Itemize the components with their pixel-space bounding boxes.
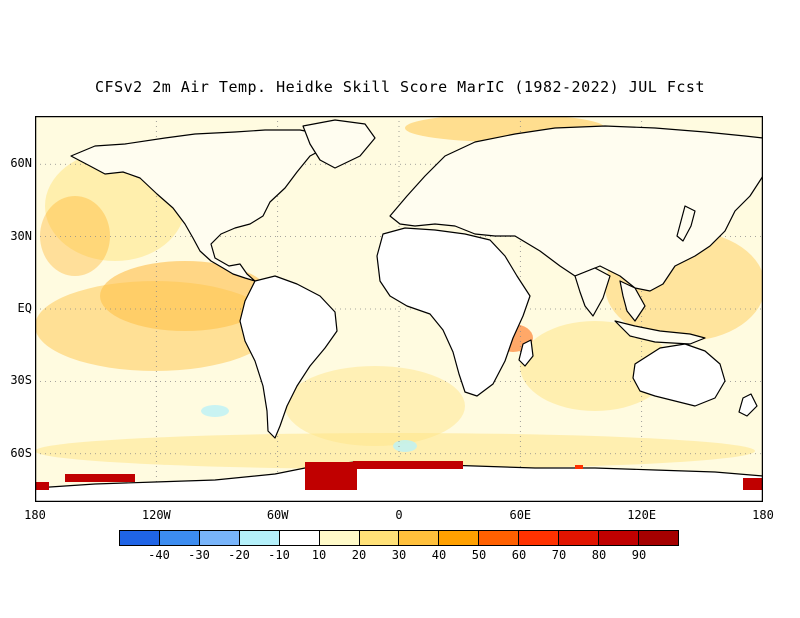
shading-east-pacific-strong — [100, 261, 270, 331]
skill-shading — [35, 116, 763, 469]
colorbar-swatch — [599, 531, 639, 545]
lat-label: 30N — [10, 228, 32, 243]
colorbar-swatch — [399, 531, 440, 545]
colorbar-label: -20 — [228, 548, 250, 562]
lon-label: 0 — [395, 508, 403, 522]
shading-southern-ocean — [35, 433, 755, 469]
high-skill-weddell-sea — [305, 462, 357, 490]
africa — [376, 227, 531, 397]
colorbar-swatch — [319, 531, 360, 545]
south-america — [239, 275, 338, 439]
shading-tropical-pacific — [35, 281, 275, 371]
madagascar — [518, 339, 534, 367]
colorbar — [119, 530, 679, 546]
lon-label: 60E — [509, 508, 532, 522]
colorbar-swatch — [359, 531, 400, 545]
colorbar-label: 70 — [551, 548, 567, 562]
lon-label: 180 — [24, 508, 46, 522]
shading-south-atlantic — [285, 366, 465, 446]
indonesia — [614, 320, 706, 345]
colorbar-label: -40 — [148, 548, 170, 562]
lon-label: 120E — [627, 508, 657, 522]
high-skill-ross-sea — [35, 482, 49, 490]
colorbar-swatch — [479, 531, 520, 545]
lon-label: 120W — [141, 508, 171, 522]
lat-label: 60N — [10, 156, 32, 171]
high-skill-east-antarctica — [743, 478, 763, 490]
japan — [676, 205, 696, 242]
continents — [35, 119, 763, 502]
lat-label: EQ — [17, 301, 32, 315]
colorbar-swatch — [279, 531, 320, 545]
lon-label: 60W — [266, 508, 289, 522]
colorbar-swatch — [559, 531, 600, 545]
colorbar-label: 80 — [591, 548, 607, 562]
greenland — [302, 119, 376, 169]
antarctica — [35, 461, 763, 502]
colorbar-label: 50 — [471, 548, 487, 562]
high-skill-bellingshausen — [65, 474, 135, 482]
indian-subcontinent — [574, 267, 611, 317]
lon-label: 180 — [752, 508, 774, 522]
southeast-asia — [619, 280, 646, 322]
colorbar-label: 90 — [631, 548, 647, 562]
colorbar-swatch — [638, 531, 678, 545]
shading-indian-ocean — [520, 321, 670, 411]
map-border — [35, 116, 763, 502]
colorbar-label: 10 — [311, 548, 327, 562]
europe-asia — [389, 125, 763, 292]
shading-negative-south-pacific — [201, 405, 229, 417]
colorbar-label: 60 — [511, 548, 527, 562]
colorbar-label: 20 — [351, 548, 367, 562]
colorbar-swatch — [439, 531, 480, 545]
lat-label: 30S — [10, 373, 32, 388]
australia — [632, 343, 726, 407]
colorbar-swatch — [239, 531, 280, 545]
colorbar-label: -10 — [268, 548, 290, 562]
colorbar-swatch — [199, 531, 240, 545]
map-title: CFSv2 2m Air Temp. Heidke Skill Score Ma… — [95, 78, 705, 96]
map-canvas — [35, 116, 763, 502]
north-america — [70, 129, 326, 282]
colorbar-label: -30 — [188, 548, 210, 562]
shading-negative-south-atlantic — [393, 440, 417, 452]
high-skill-weddell-sea-extent — [353, 461, 463, 469]
new-zealand — [738, 393, 758, 417]
colorbar-label: 40 — [431, 548, 447, 562]
antarctic-high-skill — [35, 461, 763, 490]
colorbar-swatch — [120, 531, 160, 545]
colorbar-label: 30 — [391, 548, 407, 562]
high-skill-small-patch — [575, 465, 583, 469]
colorbar-swatch — [159, 531, 200, 545]
skill-score-map — [35, 116, 763, 502]
colorbar-swatch — [519, 531, 560, 545]
lat-label: 60S — [10, 445, 32, 460]
shading-west-pacific-strong — [40, 196, 110, 276]
